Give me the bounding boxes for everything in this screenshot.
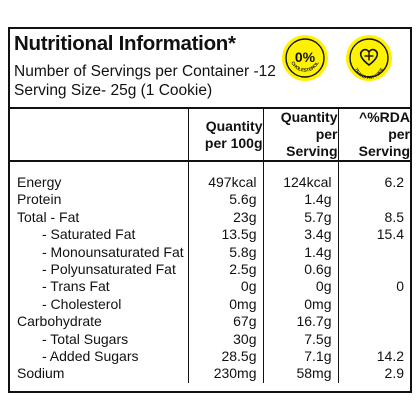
nutrient-name: - Cholesterol [42, 295, 122, 312]
table-row: - Total Sugars 30g 7.5g [10, 330, 410, 349]
badge-caption-text: TRANS FAT FREE [354, 67, 384, 80]
header-nutrient [10, 107, 188, 162]
nutrient-name: - Polyunsaturated Fat [42, 261, 176, 278]
value-per-100g: 28.5g [187, 348, 263, 366]
table-header-row: Quantity per 100g Quantity per Serving ^… [10, 107, 410, 162]
zero-cholesterol-badge: 0% CHOLESTEROL [282, 35, 328, 81]
value-per-100g: 0g [187, 278, 263, 296]
value-per-100g: 13.5g [187, 226, 263, 244]
value-rda: 6.2 [337, 174, 410, 192]
badge-percent-text: 0% [295, 49, 316, 65]
table-row: - Cholesterol 0mg 0mg [10, 295, 410, 314]
trans-fat-free-badge: TRANS FAT FREE [346, 35, 392, 81]
value-rda: 15.4 [337, 226, 410, 244]
value-rda [337, 243, 410, 262]
nutrition-table: Quantity per 100g Quantity per Serving ^… [10, 107, 410, 383]
table-row: Total - Fat 23g 5.7g 8.5 [10, 208, 410, 227]
table-row: - Monounsaturated Fat 5.8g 1.4g [10, 243, 410, 262]
table-row: Carbohydrate 67g 16.7g [10, 313, 410, 331]
nutrient-name: - Total Sugars [42, 330, 129, 347]
servings-per-container: Number of Servings per Container -12 [14, 63, 276, 80]
value-rda [337, 330, 410, 349]
value-per-100g: 67g [187, 313, 263, 331]
value-per-serving: 16.7g [262, 313, 338, 331]
heart-icon [359, 48, 379, 67]
table-row: - Trans Fat 0g 0g 0 [10, 278, 410, 296]
value-per-serving: 124kcal [262, 174, 338, 192]
value-per-100g: 0mg [187, 295, 263, 314]
value-per-serving: 7.1g [262, 348, 338, 366]
value-rda: 8.5 [337, 208, 410, 227]
nutrient-name: Energy [17, 174, 62, 190]
value-per-serving: 5.7g [262, 208, 338, 227]
value-rda: 14.2 [337, 348, 410, 366]
nutrient-name: Protein [17, 191, 62, 208]
header-rda: ^%RDA per Serving [337, 107, 410, 162]
value-rda: 0 [337, 278, 410, 296]
table-row: Energy 497kcal 124kcal 6.2 [10, 174, 410, 192]
value-per-serving: 1.4g [262, 191, 338, 209]
header-per-100g: Quantity per 100g [187, 107, 263, 162]
nutrient-name: Sodium [17, 365, 65, 382]
value-per-serving: 58mg [262, 365, 338, 383]
nutrient-name: Total - Fat [17, 208, 80, 225]
value-per-100g: 5.6g [187, 191, 263, 209]
header-per-serving: Quantity per Serving [262, 107, 338, 162]
value-per-100g: 5.8g [187, 243, 263, 262]
value-rda [337, 295, 410, 314]
value-rda [337, 261, 410, 279]
serving-size: Serving Size- 25g (1 Cookie) [14, 82, 213, 99]
value-per-serving: 0.6g [262, 261, 338, 279]
value-per-100g: 30g [187, 330, 263, 349]
nutrient-name: - Monounsaturated Fat [42, 243, 184, 260]
table-row: Sodium 230mg 58mg 2.9 [10, 365, 410, 383]
panel-title: Nutritional Information* [14, 32, 236, 55]
table-row: - Polyunsaturated Fat 2.5g 0.6g [10, 261, 410, 279]
value-rda: 2.9 [337, 365, 410, 383]
table-row: - Saturated Fat 13.5g 3.4g 15.4 [10, 226, 410, 244]
nutrition-panel: Nutritional Information* Number of Servi… [8, 27, 412, 393]
value-per-100g: 2.5g [187, 261, 263, 279]
table-row: Protein 5.6g 1.4g [10, 191, 410, 209]
value-per-serving: 7.5g [262, 330, 338, 349]
value-per-serving: 0g [262, 278, 338, 296]
value-per-100g: 230mg [187, 365, 263, 383]
value-rda [337, 313, 410, 331]
value-per-serving: 0mg [262, 295, 338, 314]
cholesterol-badge-graphic: 0% CHOLESTEROL [285, 38, 325, 78]
value-per-serving: 3.4g [262, 226, 338, 244]
value-rda [337, 191, 410, 209]
nutrient-name: Carbohydrate [17, 313, 102, 330]
table-body: Energy 497kcal 124kcal 6.2 Protein 5.6g 1.4g To… [10, 161, 410, 383]
table-row: - Added Sugars 28.5g 7.1g 14.2 [10, 348, 410, 366]
nutrient-name: - Trans Fat [42, 278, 110, 295]
trans-fat-badge-graphic: TRANS FAT FREE [349, 38, 389, 80]
value-per-100g: 23g [187, 208, 263, 227]
value-per-serving: 1.4g [262, 243, 338, 262]
nutrient-name: - Saturated Fat [42, 226, 136, 243]
value-per-100g: 497kcal [187, 174, 263, 192]
nutrient-name: - Added Sugars [42, 348, 139, 365]
